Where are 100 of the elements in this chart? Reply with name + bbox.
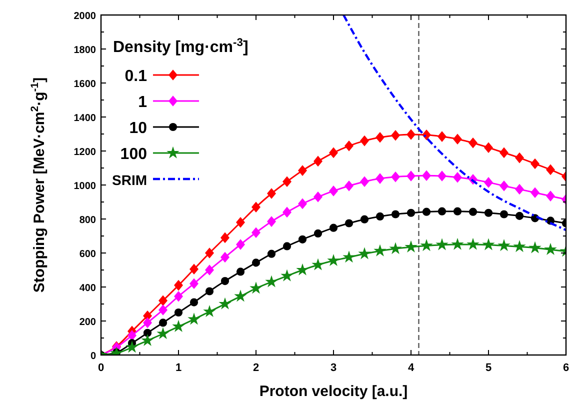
- point: [376, 132, 384, 143]
- point: [188, 312, 200, 325]
- point: [236, 239, 245, 250]
- point: [406, 170, 416, 182]
- point: [342, 250, 356, 263]
- point: [360, 176, 369, 187]
- point: [220, 277, 230, 286]
- point: [515, 212, 524, 220]
- point: [468, 208, 478, 216]
- point: [484, 177, 493, 188]
- point: [234, 290, 247, 302]
- legend-label: 0.1: [124, 68, 148, 85]
- point: [515, 184, 524, 195]
- point: [220, 252, 230, 263]
- point: [344, 219, 354, 228]
- point: [205, 287, 214, 296]
- x-tick-label: 3: [330, 362, 337, 374]
- point: [438, 131, 446, 142]
- legend-title: Density [mg·cm$^{-3}$]: [113, 37, 248, 56]
- point: [344, 180, 354, 192]
- y-tick-label: 400: [79, 283, 96, 294]
- point: [329, 147, 338, 158]
- point: [360, 215, 369, 224]
- point: [530, 187, 540, 198]
- point: [298, 165, 307, 176]
- point: [344, 140, 354, 152]
- point: [252, 202, 260, 212]
- point: [453, 134, 462, 144]
- x-tick-label: 1: [175, 362, 182, 374]
- point: [314, 192, 322, 202]
- point: [128, 330, 136, 341]
- point: [314, 156, 322, 167]
- point: [126, 340, 138, 353]
- y-tick-label: 1200: [74, 147, 96, 158]
- point: [500, 210, 508, 218]
- point: [466, 238, 480, 250]
- point: [438, 170, 446, 182]
- point: [172, 320, 185, 332]
- point: [174, 290, 183, 302]
- point: [391, 130, 400, 141]
- point: [391, 171, 400, 182]
- point: [252, 227, 260, 238]
- y-tick-label: 800: [79, 215, 96, 226]
- point: [203, 304, 216, 318]
- x-tick-label: 4: [408, 362, 415, 374]
- point: [484, 142, 493, 153]
- point: [546, 190, 555, 202]
- point: [252, 258, 260, 267]
- point: [298, 235, 307, 244]
- point: [329, 224, 338, 232]
- point: [420, 239, 433, 252]
- point: [329, 186, 338, 196]
- point: [360, 135, 369, 146]
- point: [282, 176, 292, 187]
- point: [468, 137, 478, 148]
- point: [546, 164, 555, 176]
- point: [422, 170, 431, 182]
- point: [498, 239, 510, 252]
- x-axis-title: Proton velocity [a.u.]: [259, 383, 408, 400]
- point: [453, 172, 462, 183]
- point: [406, 208, 416, 217]
- point: [389, 242, 402, 254]
- point: [250, 282, 262, 294]
- point: [267, 216, 276, 227]
- point: [282, 242, 292, 250]
- y-tick-label: 1600: [74, 79, 96, 90]
- point: [205, 264, 214, 276]
- line-series: [342, 15, 566, 232]
- point: [438, 207, 446, 216]
- point: [515, 152, 524, 164]
- y-tick-label: 600: [79, 249, 96, 260]
- y-tick-label: 0: [90, 351, 96, 362]
- point: [205, 248, 214, 258]
- point: [143, 317, 152, 328]
- point: [190, 298, 198, 306]
- legend-label: 1: [138, 94, 148, 111]
- point: [451, 238, 464, 250]
- y-tick-label: 1000: [74, 181, 96, 192]
- point: [280, 269, 294, 282]
- legend-label: 100: [120, 146, 148, 163]
- point: [312, 258, 324, 270]
- point: [296, 263, 309, 276]
- x-tick-label: 0: [98, 362, 104, 374]
- y-tick-label: 1800: [74, 45, 96, 56]
- point: [141, 334, 154, 346]
- point: [453, 207, 462, 216]
- point: [143, 328, 152, 337]
- point: [484, 208, 493, 217]
- point: [544, 242, 557, 255]
- point: [174, 280, 183, 291]
- point: [314, 229, 322, 238]
- point: [406, 129, 416, 140]
- point: [374, 244, 386, 256]
- y-tick-label: 1400: [74, 113, 96, 124]
- point: [404, 240, 418, 252]
- point: [265, 275, 278, 288]
- point: [530, 158, 540, 170]
- point: [236, 268, 245, 276]
- point: [282, 206, 292, 218]
- point: [376, 212, 384, 220]
